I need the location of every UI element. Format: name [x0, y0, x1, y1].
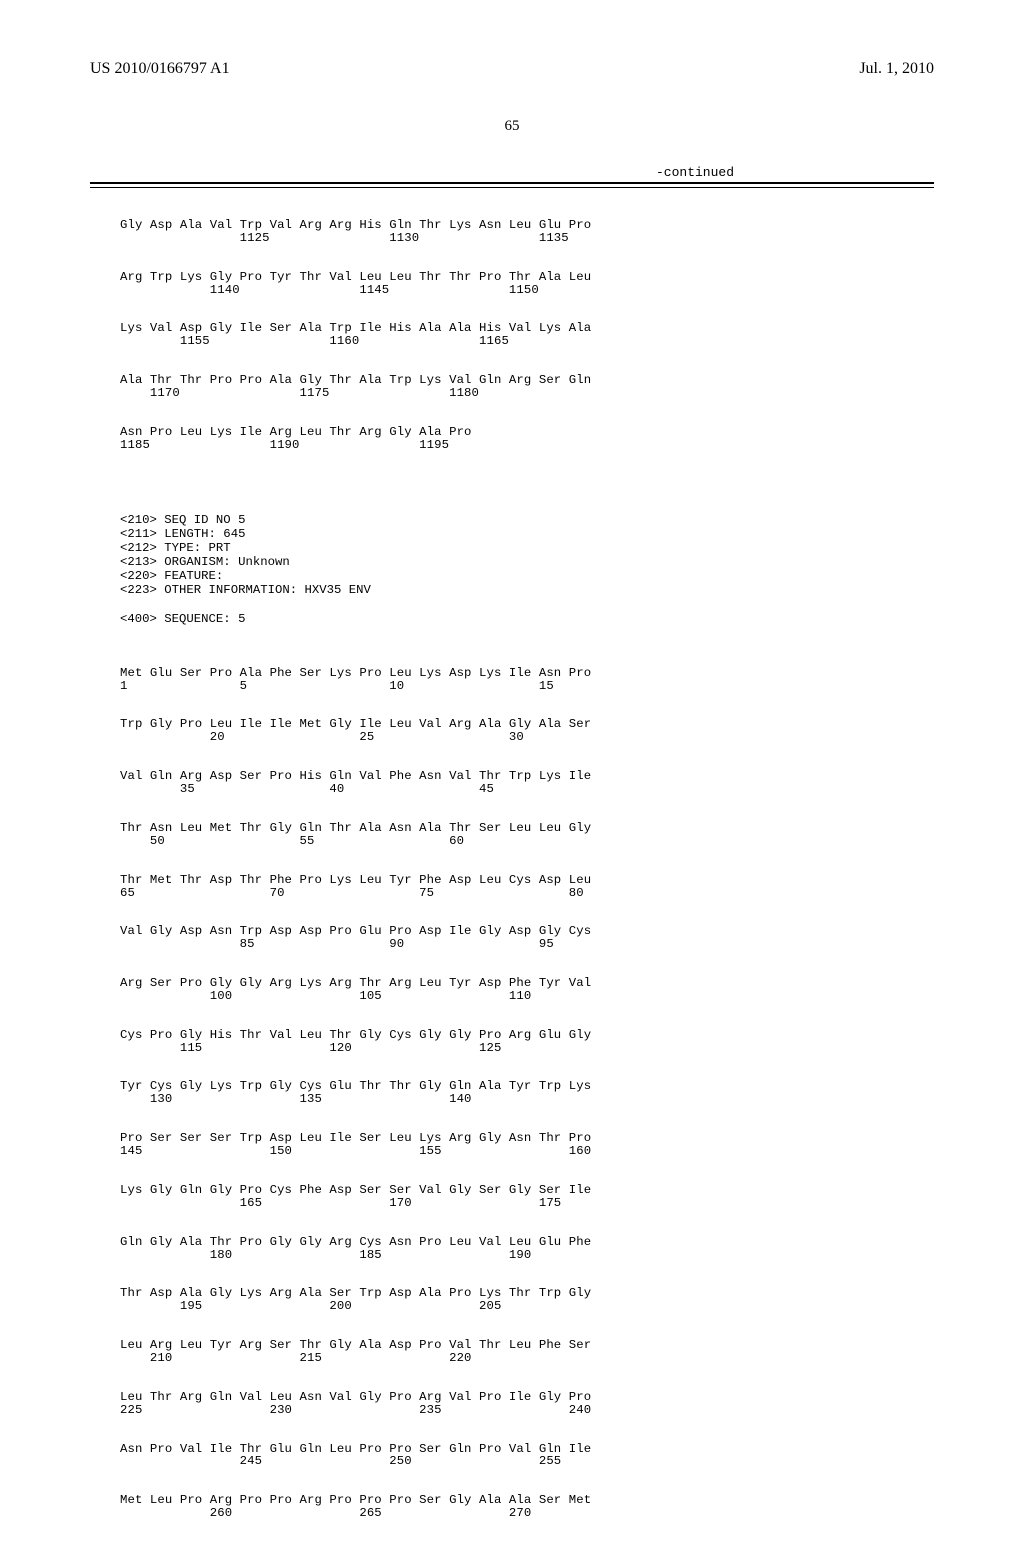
aa-line: Val Gln Arg Asp Ser Pro His Gln Val Phe …: [120, 769, 591, 783]
aa-line: Val Gly Asp Asn Trp Asp Asp Pro Glu Pro …: [120, 924, 591, 938]
seq-row: Thr Asp Ala Gly Lys Arg Ala Ser Trp Asp …: [120, 1287, 934, 1313]
num-line: 65 70 75 80: [120, 886, 584, 900]
aa-line: Thr Asn Leu Met Thr Gly Gln Thr Ala Asn …: [120, 821, 591, 835]
seq-row: Thr Asn Leu Met Thr Gly Gln Thr Ala Asn …: [120, 822, 934, 848]
num-line: 245 250 255: [120, 1454, 561, 1468]
sequence-top-block: Gly Asp Ala Val Trp Val Arg Arg His Gln …: [90, 206, 934, 490]
aa-line: Thr Met Thr Asp Thr Phe Pro Lys Leu Tyr …: [120, 873, 591, 887]
continued-label: -continued: [90, 165, 934, 180]
sequence-main-block: Met Glu Ser Pro Ala Phe Ser Lys Pro Leu …: [90, 654, 934, 1559]
meta-line: <212> TYPE: PRT: [120, 541, 231, 555]
seq-row: Ala Thr Thr Pro Pro Ala Gly Thr Ala Trp …: [120, 374, 934, 400]
num-line: 195 200 205: [120, 1299, 501, 1313]
header-row: US 2010/0166797 A1 Jul. 1, 2010: [90, 60, 934, 78]
aa-line: Asn Pro Val Ile Thr Glu Gln Leu Pro Pro …: [120, 1442, 591, 1456]
num-line: 100 105 110: [120, 989, 531, 1003]
meta-line: <210> SEQ ID NO 5: [120, 513, 245, 527]
seq-row: Met Leu Pro Arg Pro Pro Arg Pro Pro Pro …: [120, 1494, 934, 1520]
aa-line: Pro Ser Ser Ser Trp Asp Leu Ile Ser Leu …: [120, 1131, 591, 1145]
aa-line: Thr Asp Ala Gly Lys Arg Ala Ser Trp Asp …: [120, 1286, 591, 1300]
aa-line: Gly Asp Ala Val Trp Val Arg Arg His Gln …: [120, 218, 591, 232]
seq-row: Val Gln Arg Asp Ser Pro His Gln Val Phe …: [120, 770, 934, 796]
aa-line: Tyr Cys Gly Lys Trp Gly Cys Glu Thr Thr …: [120, 1079, 591, 1093]
meta-line: <211> LENGTH: 645: [120, 527, 245, 541]
num-line: 1185 1190 1195: [120, 438, 449, 452]
seq-row: Pro Ser Ser Ser Trp Asp Leu Ile Ser Leu …: [120, 1132, 934, 1158]
num-line: 165 170 175: [120, 1196, 561, 1210]
aa-line: Met Leu Pro Arg Pro Pro Arg Pro Pro Pro …: [120, 1493, 591, 1507]
aa-line: Lys Val Asp Gly Ile Ser Ala Trp Ile His …: [120, 321, 591, 335]
seq-row: Asn Pro Val Ile Thr Glu Gln Leu Pro Pro …: [120, 1443, 934, 1469]
publication-date: Jul. 1, 2010: [859, 60, 934, 78]
aa-line: Met Glu Ser Pro Ala Phe Ser Lys Pro Leu …: [120, 666, 591, 680]
num-line: 1170 1175 1180: [120, 386, 479, 400]
aa-line: Leu Arg Leu Tyr Arg Ser Thr Gly Ala Asp …: [120, 1338, 591, 1352]
num-line: 260 265 270: [120, 1506, 531, 1520]
num-line: 180 185 190: [120, 1248, 531, 1262]
horizontal-rule: [90, 182, 934, 188]
seq-row: Tyr Cys Gly Lys Trp Gly Cys Glu Thr Thr …: [120, 1080, 934, 1106]
seq-row: Arg Trp Lys Gly Pro Tyr Thr Val Leu Leu …: [120, 271, 934, 297]
seq-row: Cys Pro Gly His Thr Val Leu Thr Gly Cys …: [120, 1029, 934, 1055]
aa-line: Gln Gly Ala Thr Pro Gly Gly Arg Cys Asn …: [120, 1235, 591, 1249]
aa-line: Trp Gly Pro Leu Ile Ile Met Gly Ile Leu …: [120, 717, 591, 731]
seq-row: Asn Pro Leu Lys Ile Arg Leu Thr Arg Gly …: [120, 426, 934, 452]
seq-row: Met Glu Ser Pro Ala Phe Ser Lys Pro Leu …: [120, 667, 934, 693]
page-number: 65: [90, 118, 934, 135]
sequence-meta-block: <210> SEQ ID NO 5 <211> LENGTH: 645 <212…: [90, 498, 934, 639]
aa-line: Cys Pro Gly His Thr Val Leu Thr Gly Cys …: [120, 1028, 591, 1042]
num-line: 210 215 220: [120, 1351, 472, 1365]
meta-line: <213> ORGANISM: Unknown: [120, 555, 290, 569]
aa-line: Arg Ser Pro Gly Gly Arg Lys Arg Thr Arg …: [120, 976, 591, 990]
meta-line: <220> FEATURE:: [120, 569, 223, 583]
num-line: 1125 1130 1135: [120, 231, 569, 245]
aa-line: Lys Gly Gln Gly Pro Cys Phe Asp Ser Ser …: [120, 1183, 591, 1197]
seq-row: Gly Asp Ala Val Trp Val Arg Arg His Gln …: [120, 219, 934, 245]
num-line: 50 55 60: [120, 834, 464, 848]
seq-row: Thr Met Thr Asp Thr Phe Pro Lys Leu Tyr …: [120, 874, 934, 900]
aa-line: Arg Trp Lys Gly Pro Tyr Thr Val Leu Leu …: [120, 270, 591, 284]
aa-line: Ala Thr Thr Pro Pro Ala Gly Thr Ala Trp …: [120, 373, 591, 387]
seq-row: Gln Gly Ala Thr Pro Gly Gly Arg Cys Asn …: [120, 1236, 934, 1262]
seq-row: Val Gly Asp Asn Trp Asp Asp Pro Glu Pro …: [120, 925, 934, 951]
num-line: 115 120 125: [120, 1041, 501, 1055]
seq-row: Trp Gly Pro Leu Ile Ile Met Gly Ile Leu …: [120, 718, 934, 744]
seq-row: Arg Ser Pro Gly Gly Arg Lys Arg Thr Arg …: [120, 977, 934, 1003]
num-line: 1155 1160 1165: [120, 334, 509, 348]
aa-line: Asn Pro Leu Lys Ile Arg Leu Thr Arg Gly …: [120, 425, 472, 439]
num-line: 225 230 235 240: [120, 1403, 591, 1417]
num-line: 130 135 140: [120, 1092, 472, 1106]
aa-line: Leu Thr Arg Gln Val Leu Asn Val Gly Pro …: [120, 1390, 591, 1404]
num-line: 85 90 95: [120, 937, 554, 951]
num-line: 35 40 45: [120, 782, 494, 796]
meta-line: <223> OTHER INFORMATION: HXV35 ENV: [120, 583, 371, 597]
meta-line: <400> SEQUENCE: 5: [120, 612, 245, 626]
num-line: 1140 1145 1150: [120, 283, 539, 297]
num-line: 20 25 30: [120, 730, 524, 744]
seq-row: Lys Gly Gln Gly Pro Cys Phe Asp Ser Ser …: [120, 1184, 934, 1210]
publication-number: US 2010/0166797 A1: [90, 60, 230, 78]
num-line: 1 5 10 15: [120, 679, 554, 693]
num-line: 145 150 155 160: [120, 1144, 591, 1158]
seq-row: Leu Arg Leu Tyr Arg Ser Thr Gly Ala Asp …: [120, 1339, 934, 1365]
page-container: US 2010/0166797 A1 Jul. 1, 2010 65 -cont…: [0, 0, 1024, 1320]
seq-row: Leu Thr Arg Gln Val Leu Asn Val Gly Pro …: [120, 1391, 934, 1417]
seq-row: Lys Val Asp Gly Ile Ser Ala Trp Ile His …: [120, 322, 934, 348]
